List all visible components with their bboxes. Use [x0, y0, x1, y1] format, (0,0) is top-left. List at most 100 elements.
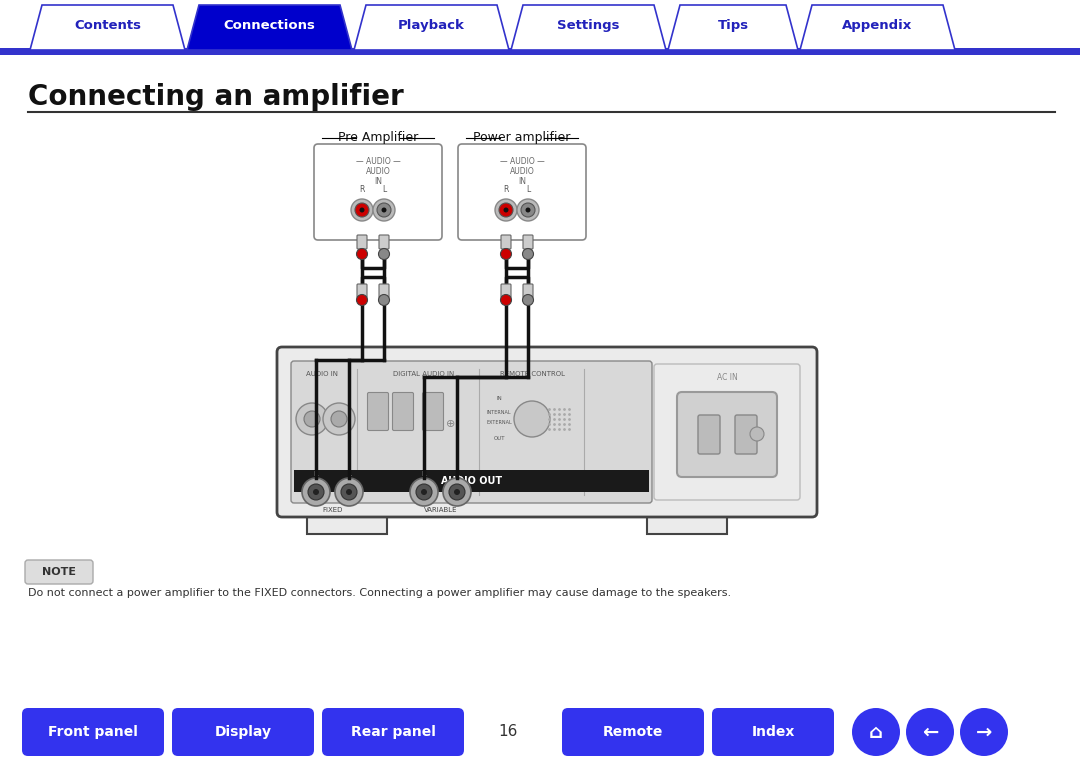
Circle shape: [443, 478, 471, 506]
Circle shape: [303, 411, 320, 427]
Text: COAXIAL: COAXIAL: [325, 486, 353, 491]
Text: USB-DAC: USB-DAC: [430, 486, 458, 491]
FancyBboxPatch shape: [291, 361, 652, 503]
FancyBboxPatch shape: [392, 393, 414, 431]
Text: R: R: [360, 186, 365, 195]
Circle shape: [523, 249, 534, 260]
Circle shape: [381, 208, 387, 212]
Text: — AUDIO —: — AUDIO —: [500, 157, 544, 165]
Text: Connecting an amplifier: Connecting an amplifier: [28, 83, 404, 111]
Circle shape: [454, 489, 460, 495]
Text: Power amplifier: Power amplifier: [473, 132, 570, 145]
Text: L: L: [455, 471, 459, 477]
Text: Rear panel: Rear panel: [351, 725, 435, 739]
Circle shape: [356, 295, 367, 305]
Circle shape: [341, 484, 357, 500]
Circle shape: [852, 708, 900, 756]
FancyBboxPatch shape: [523, 235, 534, 249]
Text: Pre Amplifier: Pre Amplifier: [338, 132, 418, 145]
Text: EXTERNAL: EXTERNAL: [486, 419, 512, 425]
Bar: [294, 470, 649, 492]
FancyBboxPatch shape: [712, 708, 834, 756]
Text: Tips: Tips: [717, 19, 748, 32]
Polygon shape: [30, 5, 185, 50]
FancyBboxPatch shape: [314, 144, 442, 240]
Circle shape: [313, 489, 319, 495]
Text: Appendix: Appendix: [842, 19, 913, 32]
Text: OPTICAL: OPTICAL: [368, 486, 394, 491]
Circle shape: [503, 208, 509, 212]
Circle shape: [378, 295, 390, 305]
Text: — AUDIO —: — AUDIO —: [355, 157, 401, 165]
Text: AUX: AUX: [306, 486, 319, 491]
FancyBboxPatch shape: [562, 708, 704, 756]
FancyBboxPatch shape: [357, 235, 367, 249]
FancyBboxPatch shape: [357, 284, 367, 298]
Text: L: L: [526, 186, 530, 195]
Text: R: R: [503, 186, 509, 195]
Text: L: L: [382, 186, 387, 195]
Text: AUDIO: AUDIO: [366, 167, 390, 177]
Circle shape: [410, 478, 438, 506]
Polygon shape: [669, 5, 798, 50]
Circle shape: [517, 199, 539, 221]
FancyBboxPatch shape: [367, 393, 389, 431]
Circle shape: [523, 295, 534, 305]
Polygon shape: [354, 5, 509, 50]
FancyBboxPatch shape: [422, 393, 444, 431]
FancyBboxPatch shape: [698, 415, 720, 454]
Circle shape: [421, 489, 427, 495]
Text: R: R: [421, 471, 427, 477]
Text: IN: IN: [496, 396, 502, 402]
Circle shape: [351, 199, 373, 221]
Polygon shape: [511, 5, 666, 50]
Circle shape: [346, 489, 352, 495]
Text: REMOTE CONTROL: REMOTE CONTROL: [499, 371, 565, 377]
FancyBboxPatch shape: [379, 284, 389, 298]
Text: NOTE: NOTE: [42, 567, 76, 577]
Circle shape: [308, 484, 324, 500]
Text: Contents: Contents: [75, 19, 141, 32]
Text: AUDIO: AUDIO: [510, 167, 535, 177]
Polygon shape: [187, 5, 352, 50]
Text: IN: IN: [518, 177, 526, 186]
Circle shape: [302, 478, 330, 506]
Text: DIGITAL AUDIO IN: DIGITAL AUDIO IN: [393, 371, 455, 377]
Text: OUT: OUT: [494, 437, 504, 441]
Text: Settings: Settings: [557, 19, 620, 32]
Circle shape: [355, 203, 369, 217]
Circle shape: [750, 427, 764, 441]
Text: IN: IN: [374, 177, 382, 186]
Text: Connections: Connections: [224, 19, 315, 32]
Text: Display: Display: [215, 725, 271, 739]
FancyBboxPatch shape: [458, 144, 586, 240]
Circle shape: [906, 708, 954, 756]
Bar: [647, 512, 727, 534]
FancyBboxPatch shape: [501, 284, 511, 298]
Text: Do not connect a power amplifier to the FIXED connectors. Connecting a power amp: Do not connect a power amplifier to the …: [28, 588, 731, 598]
Circle shape: [296, 403, 328, 435]
Circle shape: [500, 295, 512, 305]
Circle shape: [449, 484, 465, 500]
FancyBboxPatch shape: [276, 347, 816, 517]
Text: 16: 16: [498, 724, 517, 740]
Circle shape: [378, 249, 390, 260]
Circle shape: [330, 411, 347, 427]
Circle shape: [373, 199, 395, 221]
FancyBboxPatch shape: [172, 708, 314, 756]
Circle shape: [514, 401, 550, 437]
Text: Playback: Playback: [399, 19, 464, 32]
Circle shape: [526, 208, 530, 212]
Circle shape: [500, 249, 512, 260]
Text: ⊕: ⊕: [446, 419, 456, 429]
FancyBboxPatch shape: [654, 364, 800, 500]
Text: ⌂: ⌂: [869, 722, 883, 741]
Polygon shape: [800, 5, 955, 50]
Circle shape: [521, 203, 535, 217]
Text: INTERNAL: INTERNAL: [487, 409, 511, 415]
Circle shape: [416, 484, 432, 500]
Text: Front panel: Front panel: [49, 725, 138, 739]
Text: R: R: [313, 471, 319, 477]
FancyBboxPatch shape: [735, 415, 757, 454]
Bar: [0, 48, 1080, 55]
